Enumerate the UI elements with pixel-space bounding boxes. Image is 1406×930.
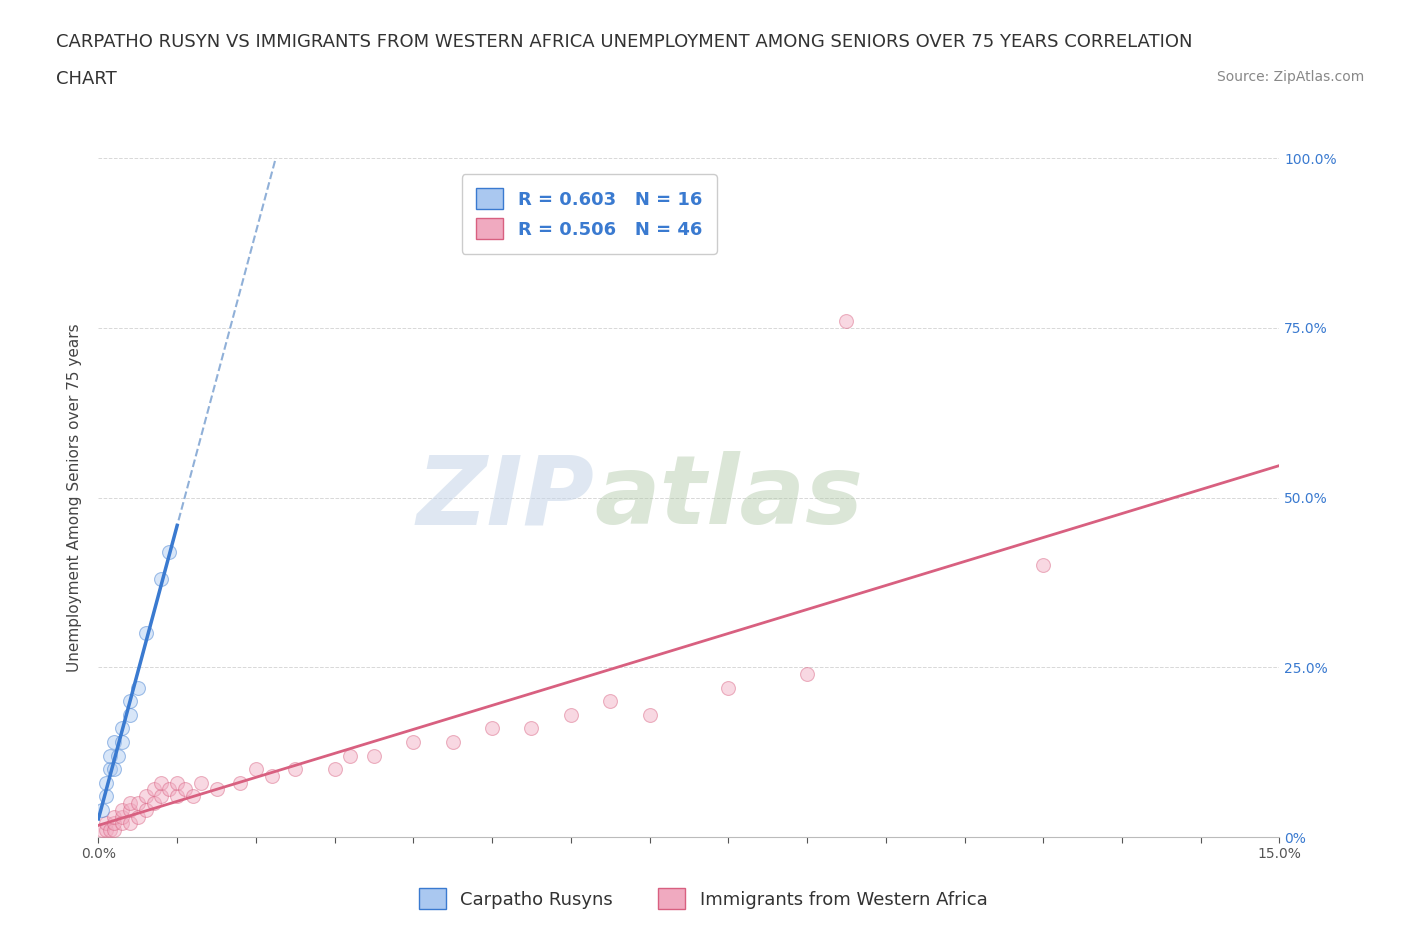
Point (205, 782, 228, 797)
Point (118, 694, 141, 709)
Point (142, 796, 165, 811)
Point (323, 762, 346, 777)
Point (103, 823, 125, 838)
Point (98, 762, 121, 777)
Point (103, 735, 125, 750)
Point (107, 748, 129, 763)
Point (135, 803, 157, 817)
Point (91, 803, 114, 817)
Point (111, 803, 134, 817)
Point (835, 313, 858, 328)
Legend: Carpatho Rusyns, Immigrants from Western Africa: Carpatho Rusyns, Immigrants from Western… (412, 881, 994, 916)
Point (481, 721, 503, 736)
Text: Source: ZipAtlas.com: Source: ZipAtlas.com (1216, 70, 1364, 84)
Point (339, 748, 361, 763)
Text: CARPATHO RUSYN VS IMMIGRANTS FROM WESTERN AFRICA UNEMPLOYMENT AMONG SENIORS OVER: CARPATHO RUSYN VS IMMIGRANTS FROM WESTER… (56, 33, 1192, 50)
Point (157, 544, 180, 559)
Point (150, 776, 173, 790)
Point (103, 809, 125, 824)
Point (796, 667, 818, 682)
Point (560, 708, 582, 723)
Point (245, 762, 267, 777)
Point (91, 823, 114, 838)
Point (520, 721, 543, 736)
Point (111, 816, 134, 830)
Point (135, 626, 157, 641)
Point (103, 816, 125, 830)
Point (98, 823, 121, 838)
Point (127, 796, 149, 811)
Point (229, 776, 252, 790)
Point (174, 782, 197, 797)
Point (150, 789, 173, 804)
Point (118, 803, 141, 817)
Point (96, 776, 118, 790)
Point (127, 680, 149, 695)
Point (717, 680, 740, 695)
Point (363, 748, 385, 763)
Point (135, 789, 157, 804)
Point (166, 789, 188, 804)
Y-axis label: Unemployment Among Seniors over 75 years: Unemployment Among Seniors over 75 years (67, 324, 83, 671)
Point (1032, 558, 1054, 573)
Point (260, 768, 283, 783)
Point (150, 572, 173, 587)
Point (111, 721, 134, 736)
Point (103, 762, 125, 777)
Point (111, 735, 134, 750)
Point (402, 735, 425, 750)
Legend: R = 0.603   N = 16, R = 0.506   N = 46: R = 0.603 N = 16, R = 0.506 N = 46 (461, 174, 717, 254)
Point (190, 776, 212, 790)
Text: CHART: CHART (56, 70, 117, 87)
Point (118, 796, 141, 811)
Text: ZIP: ZIP (416, 451, 595, 544)
Point (118, 816, 141, 830)
Point (96, 823, 118, 838)
Point (127, 809, 149, 824)
Point (157, 782, 180, 797)
Point (111, 809, 134, 824)
Point (96, 789, 118, 804)
Text: atlas: atlas (595, 451, 863, 544)
Point (638, 708, 661, 723)
Point (441, 735, 464, 750)
Point (118, 708, 141, 723)
Point (181, 789, 204, 804)
Point (96, 816, 118, 830)
Point (98, 748, 121, 763)
Point (284, 762, 307, 777)
Point (142, 782, 165, 797)
Point (599, 694, 621, 709)
Point (166, 776, 188, 790)
